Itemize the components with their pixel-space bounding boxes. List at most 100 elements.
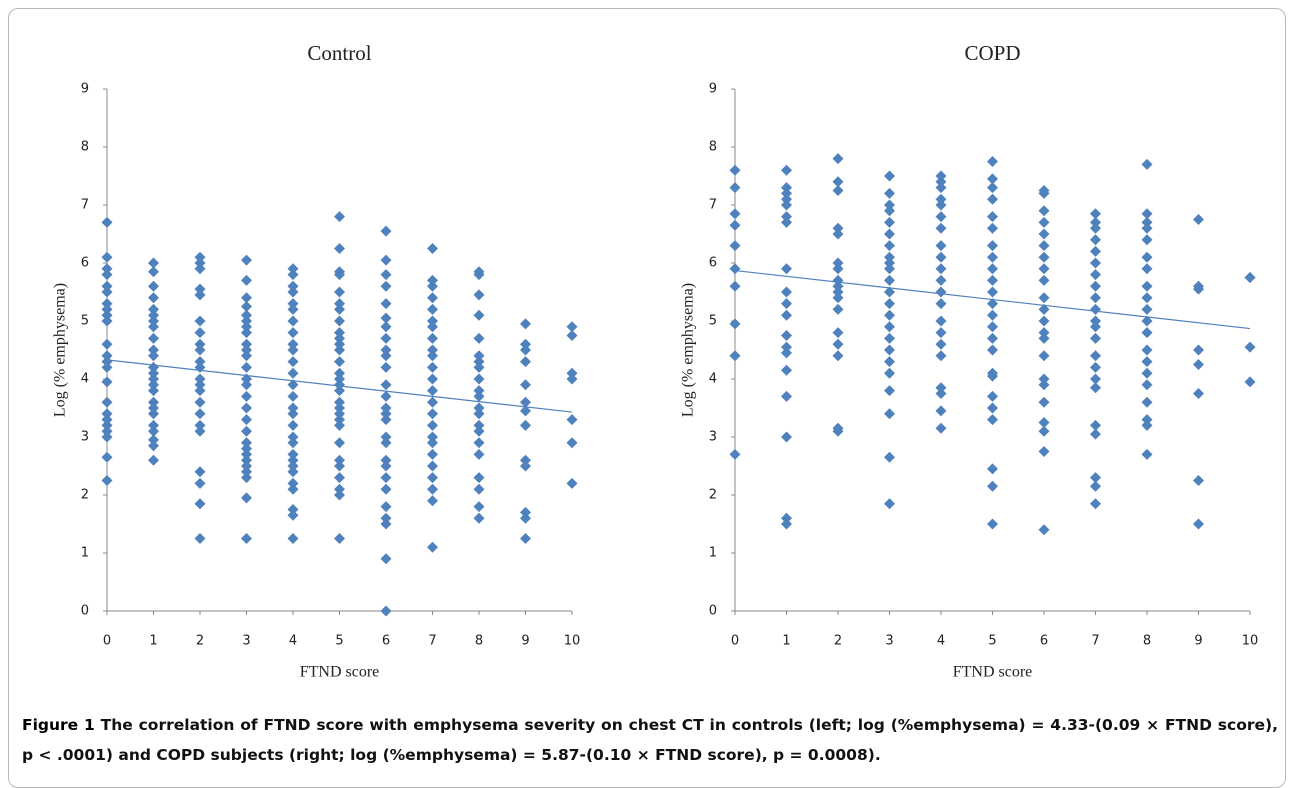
data-point [935, 274, 947, 286]
data-point [781, 286, 792, 298]
data-point [287, 367, 299, 379]
x-tick-label: 1 [149, 634, 157, 649]
data-point [832, 257, 844, 269]
data-point [1244, 272, 1256, 283]
x-tick-label: 5 [988, 634, 996, 649]
data-point [148, 309, 159, 321]
page: {"chart_data": [ {"type": "scatter", "ti… [8, 8, 1286, 788]
x-tick-label: 10 [1242, 634, 1259, 649]
y-tick-label: 5 [709, 314, 717, 329]
data-point [1090, 428, 1101, 440]
data-point [1090, 315, 1101, 327]
data-point [334, 454, 345, 466]
data-point [241, 443, 252, 455]
data-point [101, 396, 113, 408]
data-point [101, 350, 113, 362]
chart-title: Control [307, 41, 371, 65]
data-point [101, 303, 113, 315]
data-point [1038, 187, 1050, 199]
data-point [935, 286, 947, 298]
data-point [781, 309, 792, 321]
data-point [334, 437, 345, 449]
data-point [1038, 251, 1050, 263]
data-point [241, 254, 252, 266]
data-point [101, 286, 113, 298]
data-point [884, 321, 895, 333]
data-point [473, 332, 485, 344]
data-point [884, 367, 895, 379]
data-point [148, 257, 159, 269]
data-point [287, 338, 299, 350]
data-point [241, 309, 252, 321]
data-point [935, 382, 947, 394]
data-point [1038, 350, 1050, 362]
data-point [1038, 524, 1050, 536]
data-point [935, 298, 947, 310]
data-point [473, 350, 485, 362]
data-point [1141, 315, 1153, 327]
x-tick-label: 8 [475, 634, 483, 649]
data-point [334, 367, 345, 379]
data-point [884, 170, 895, 182]
data-point [781, 199, 792, 211]
data-point [729, 219, 741, 231]
data-point [1141, 344, 1153, 356]
data-point [287, 437, 299, 449]
data-point [380, 518, 392, 530]
data-point [1090, 321, 1101, 333]
data-point [194, 344, 206, 356]
data-point [473, 483, 485, 495]
data-point [566, 414, 578, 426]
data-point [380, 350, 392, 362]
data-point [1090, 208, 1101, 220]
y-tick-label: 0 [709, 604, 717, 619]
y-tick-label: 1 [81, 546, 89, 561]
data-point [380, 605, 392, 617]
x-tick-label: 9 [1194, 634, 1202, 649]
data-point [148, 292, 159, 304]
data-point [241, 437, 252, 449]
data-point [101, 309, 113, 321]
data-point [194, 533, 206, 544]
data-point [380, 332, 392, 344]
data-point [1141, 367, 1153, 379]
data-point [287, 263, 299, 275]
data-point [334, 269, 345, 281]
x-tick-label: 0 [103, 634, 111, 649]
data-point [1038, 327, 1050, 339]
data-point [1141, 356, 1153, 368]
data-point [101, 431, 113, 443]
data-point [380, 298, 392, 310]
data-point [334, 373, 345, 385]
data-point [380, 321, 392, 333]
data-point [380, 225, 392, 237]
data-point [832, 228, 844, 240]
data-point [287, 269, 299, 281]
data-point [884, 298, 895, 310]
data-point [334, 533, 345, 544]
data-point [1090, 216, 1101, 228]
data-point [987, 222, 998, 234]
data-point [1090, 373, 1101, 385]
data-point [987, 309, 998, 321]
data-point [287, 315, 299, 327]
data-point [987, 321, 998, 333]
data-point [427, 541, 438, 553]
data-point [101, 425, 113, 437]
data-point [334, 298, 345, 310]
data-point [241, 344, 252, 356]
data-point [194, 257, 206, 269]
data-point [287, 379, 299, 391]
data-point [473, 289, 485, 301]
y-tick-label: 4 [81, 372, 89, 387]
data-point [884, 344, 895, 356]
data-point [334, 211, 345, 223]
data-point [1038, 373, 1050, 385]
data-point [427, 303, 438, 315]
data-point [1193, 344, 1204, 356]
data-point [1193, 214, 1204, 225]
data-point [427, 361, 438, 373]
y-tick-label: 8 [81, 140, 89, 155]
data-point [1090, 292, 1101, 304]
data-point [832, 425, 844, 437]
